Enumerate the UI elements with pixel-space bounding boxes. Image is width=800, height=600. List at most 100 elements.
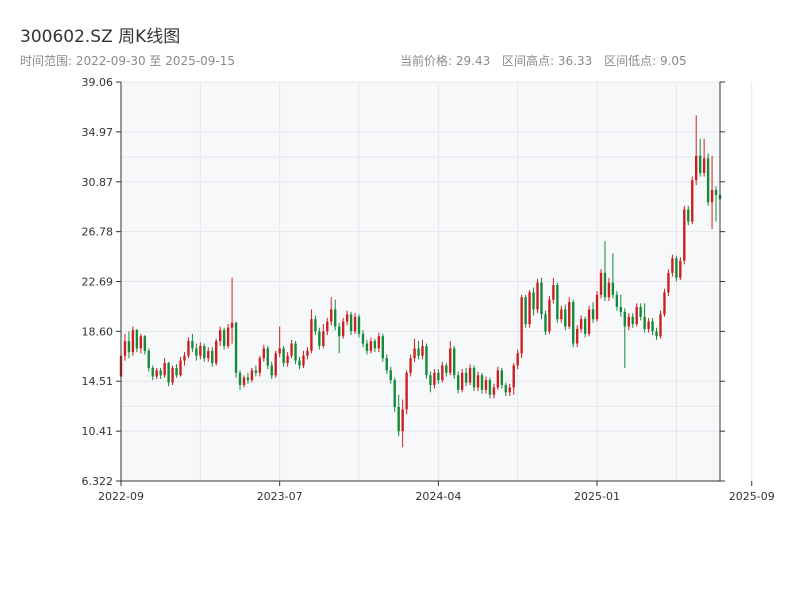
- candle-body: [258, 358, 262, 373]
- y-tick-label: 39.06: [82, 76, 114, 89]
- candle-body: [234, 322, 238, 373]
- candle-body: [643, 316, 646, 329]
- candle-body: [282, 348, 285, 364]
- candle-body: [667, 272, 670, 293]
- candle-body: [520, 297, 523, 354]
- candle-body: [345, 314, 349, 322]
- candle-body: [286, 355, 289, 364]
- candle-body: [298, 360, 301, 366]
- candle-body: [167, 363, 170, 383]
- candle-body: [544, 314, 547, 332]
- candle-body: [635, 306, 638, 325]
- candle-body: [330, 309, 333, 322]
- candle-body: [369, 341, 373, 351]
- candle-body: [302, 355, 305, 366]
- candle-body: [361, 333, 365, 344]
- candle-body: [183, 355, 186, 361]
- candle-body: [607, 282, 611, 298]
- candle-body: [199, 345, 202, 356]
- y-tick-label: 30.87: [82, 176, 114, 189]
- candle-body: [191, 341, 194, 349]
- candle-body: [377, 336, 381, 349]
- candle-body: [314, 319, 317, 332]
- candle-body: [123, 341, 127, 356]
- candle-body: [623, 311, 626, 327]
- candle-body: [655, 331, 658, 337]
- candle-body: [659, 314, 662, 337]
- candle-body: [591, 309, 595, 320]
- candle-body: [226, 327, 230, 346]
- candle-body: [127, 341, 131, 353]
- candle-body: [453, 348, 456, 376]
- candle-body: [195, 348, 198, 356]
- candle-body: [417, 348, 420, 356]
- y-tick-label: 10.41: [82, 425, 114, 438]
- range-high-label: 区间高点: 36.33: [502, 54, 593, 68]
- chart-title: 300602.SZ 周K线图: [20, 27, 181, 47]
- y-tick-label: 14.51: [82, 375, 114, 388]
- candle-body: [456, 375, 460, 390]
- candle-body: [619, 306, 623, 312]
- y-tick-label: 22.69: [82, 276, 114, 289]
- candle-body: [349, 314, 353, 332]
- y-tick-label: 34.97: [82, 126, 114, 139]
- candle-body: [695, 155, 698, 181]
- candle-body: [326, 321, 329, 332]
- candle-body: [488, 380, 492, 395]
- candle-body: [679, 260, 682, 278]
- candle-body: [310, 319, 313, 351]
- candle-body: [615, 294, 619, 307]
- y-tick-label: 26.78: [82, 226, 114, 239]
- candle-body: [472, 367, 476, 388]
- candle-body: [572, 302, 575, 344]
- candle-body: [675, 258, 678, 278]
- candle-body: [524, 297, 527, 325]
- candle-body: [484, 380, 488, 390]
- range-low-label: 区间低点: 9.05: [604, 54, 687, 68]
- candle-body: [611, 282, 615, 295]
- candle-body: [222, 330, 226, 346]
- candle-body: [175, 367, 178, 376]
- candle-body: [135, 330, 139, 349]
- candle-body: [385, 358, 388, 371]
- price-summary: 当前价格: 29.43 区间高点: 36.33 区间低点: 9.05: [400, 52, 695, 69]
- candle-body: [698, 155, 702, 173]
- candle-body: [548, 299, 551, 332]
- candle-body: [504, 384, 507, 393]
- candle-body: [393, 380, 396, 407]
- candle-body: [568, 302, 571, 327]
- candles: [119, 115, 722, 448]
- candle-body: [334, 309, 337, 327]
- candle-body: [409, 358, 412, 373]
- candle-body: [599, 272, 603, 295]
- candle-body: [710, 189, 714, 203]
- candle-body: [480, 375, 484, 390]
- candle-body: [159, 370, 162, 376]
- candle-body: [397, 406, 400, 432]
- candle-body: [218, 330, 222, 342]
- current-price-label: 当前价格: 29.43: [400, 54, 491, 68]
- candle-body: [421, 345, 424, 356]
- candle-body: [508, 387, 511, 393]
- candle-body: [468, 367, 472, 383]
- candle-body: [460, 372, 464, 390]
- candle-body: [603, 272, 607, 298]
- candle-body: [250, 370, 254, 381]
- candle-body: [322, 331, 325, 346]
- candle-body: [683, 209, 686, 261]
- candle-body: [536, 282, 539, 310]
- candle-body: [337, 326, 341, 337]
- candle-body: [238, 372, 242, 385]
- candle-body: [429, 375, 432, 385]
- candle-body: [413, 348, 416, 359]
- candle-body: [576, 328, 579, 344]
- candle-body: [631, 316, 634, 325]
- candle-body: [262, 348, 265, 359]
- candle-body: [341, 321, 345, 337]
- y-tick-label: 18.60: [82, 325, 114, 338]
- candle-body: [433, 372, 436, 385]
- candle-body: [266, 348, 269, 366]
- candle-body: [560, 309, 563, 320]
- candle-body: [691, 180, 694, 222]
- candle-body: [671, 258, 674, 273]
